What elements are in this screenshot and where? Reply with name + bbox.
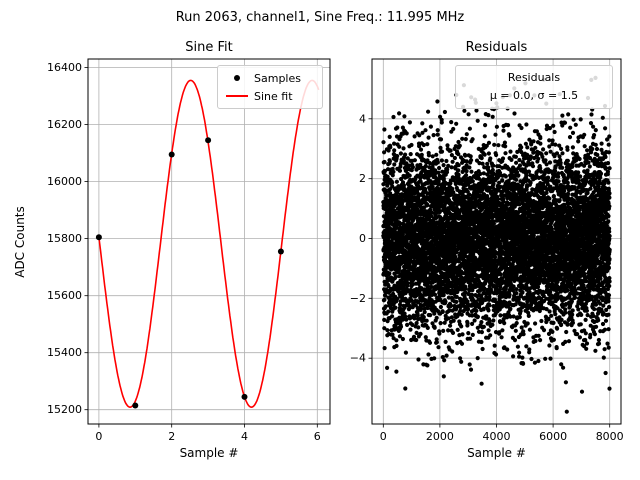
y-tick-label: 16200 xyxy=(47,118,82,131)
sine-fit-plot-title: Sine Fit xyxy=(185,40,233,55)
y-tick-label: 2 xyxy=(359,172,366,185)
sample-point xyxy=(205,137,212,144)
tick-labels: 0 2 4 6 15200 15400 15600 15800 16000 16200 16400 xyxy=(47,61,321,443)
residual-points xyxy=(381,75,612,414)
x-tick-label: 8000 xyxy=(596,430,624,443)
residuals-data xyxy=(381,75,612,414)
sine-fit-axes: 0 2 4 6 15200 15400 15600 15800 16000 16200 16400 xyxy=(47,58,331,443)
legend-entry-samples: Samples xyxy=(225,69,315,87)
y-tick-label: 0 xyxy=(359,232,366,245)
left-y-axis-label: ADC Counts xyxy=(13,206,27,278)
residuals-plot-title: Residuals xyxy=(465,40,528,55)
legend-label-sine-fit: Sine fit xyxy=(254,89,293,103)
sample-point xyxy=(132,402,139,409)
sine-fit-line xyxy=(98,79,320,409)
y-tick-label: 16000 xyxy=(47,175,82,188)
y-tick-label: −2 xyxy=(350,292,366,305)
residuals-legend-stats: μ = 0.0, σ = 1.5 xyxy=(489,89,579,102)
x-tick-label: 4 xyxy=(241,430,248,443)
left-x-axis-label: Sample # xyxy=(179,446,239,460)
figure-title: Run 2063, channel1, Sine Freq.: 11.995 M… xyxy=(175,10,465,25)
y-tick-label: 15400 xyxy=(47,346,82,359)
x-tick-label: 0 xyxy=(380,430,387,443)
residuals-legend: Residuals μ = 0.0, σ = 1.5 xyxy=(455,65,613,109)
sine-fit-legend: Samples Sine fit xyxy=(217,65,323,109)
sample-point xyxy=(168,151,175,158)
legend-entry-sine-fit: Sine fit xyxy=(225,87,315,105)
gridlines xyxy=(88,59,330,424)
residuals-axes: 0 2000 4000 6000 8000 −4 −2 0 2 4 xyxy=(350,58,624,443)
x-tick-label: 2000 xyxy=(426,430,454,443)
axes-spines xyxy=(87,58,331,425)
legend-label-samples: Samples xyxy=(254,71,301,85)
tick-labels: 0 2000 4000 6000 8000 −4 −2 0 2 4 xyxy=(350,112,624,443)
x-tick-label: 6000 xyxy=(539,430,567,443)
sine-fit-marker-icon xyxy=(225,95,249,97)
right-x-axis-label: Sample # xyxy=(467,446,526,460)
x-tick-label: 2 xyxy=(168,430,175,443)
sine-fit-data xyxy=(95,79,320,409)
sample-point xyxy=(95,234,102,241)
y-tick-label: −4 xyxy=(350,352,366,365)
samples-marker-icon xyxy=(225,75,249,81)
sample-point xyxy=(277,248,284,255)
residuals-legend-title: Residuals xyxy=(507,71,561,84)
y-tick-label: 15800 xyxy=(47,232,82,245)
y-tick-label: 16400 xyxy=(47,61,82,74)
y-tick-label: 15600 xyxy=(47,289,82,302)
sample-point xyxy=(241,393,248,400)
x-tick-label: 6 xyxy=(314,430,321,443)
y-tick-label: 4 xyxy=(359,112,366,125)
x-tick-label: 4000 xyxy=(483,430,511,443)
x-tick-label: 0 xyxy=(95,430,102,443)
y-tick-label: 15200 xyxy=(47,403,82,416)
